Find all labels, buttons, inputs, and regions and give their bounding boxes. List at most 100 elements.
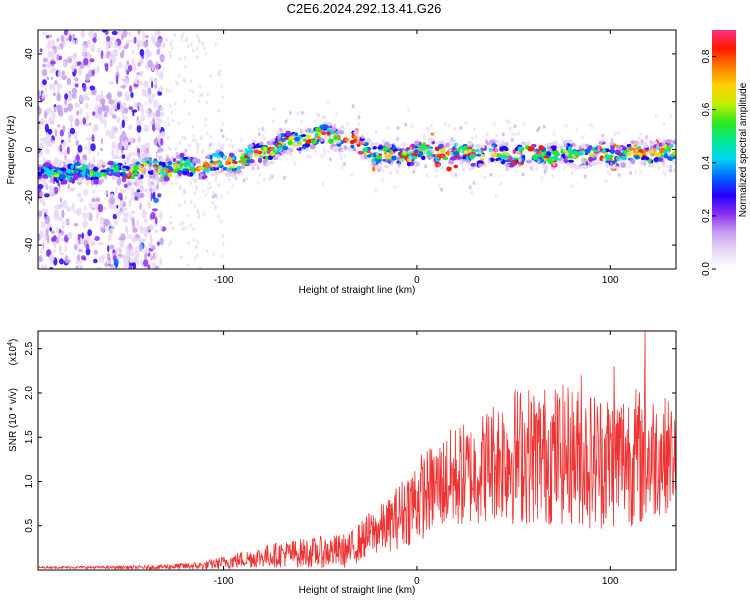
spectrogram-cell <box>385 131 392 137</box>
spectrogram-cell <box>44 85 47 93</box>
spectrogram-x-tick-label: 100 <box>602 275 619 286</box>
spectrogram-cell <box>248 143 254 148</box>
spectrogram-cell <box>54 128 58 138</box>
spectrogram-cell <box>391 151 394 156</box>
colorbar-tick-label: 0.0 <box>701 262 712 276</box>
spectrogram-cell <box>147 95 153 105</box>
spectrogram-cell <box>240 161 244 166</box>
spectrogram-cell <box>115 148 119 154</box>
spectrogram-cell <box>143 218 148 223</box>
spectrogram-cell <box>292 155 296 160</box>
spectrogram-cell <box>96 162 102 168</box>
spectrogram-cell <box>575 171 580 175</box>
spectrogram-cell <box>343 147 347 152</box>
spectrogram-cell <box>58 216 62 222</box>
spectrogram-cell <box>402 157 405 162</box>
spectrogram-cell <box>181 135 184 140</box>
spectrogram-y-tick-label: -40 <box>24 237 35 252</box>
spectrogram-cell <box>209 134 212 139</box>
spectrogram-cell <box>66 146 70 155</box>
spectrogram-cell <box>76 192 82 198</box>
spectrogram-cell <box>219 219 223 224</box>
spectrogram-cell <box>110 37 115 41</box>
spectrogram-cell <box>253 163 257 168</box>
spectrogram-cell <box>154 30 161 37</box>
spectrogram-cell <box>67 175 71 182</box>
spectrogram-cell <box>112 50 118 58</box>
spectrogram-cell <box>138 157 142 162</box>
spectrogram-cell <box>140 238 147 243</box>
spectrogram-y-tick-label: 0 <box>24 146 35 152</box>
spectrogram-cell <box>46 107 52 115</box>
spectrogram-cell <box>592 154 596 159</box>
spectrogram-cell <box>320 154 324 159</box>
spectrogram-cell <box>454 160 461 165</box>
spectrogram-cell <box>489 153 493 158</box>
spectrogram-cell <box>204 51 207 56</box>
spectrogram-cell <box>513 132 517 137</box>
spectrogram-cell <box>193 190 197 195</box>
spectrogram-cell <box>341 145 344 150</box>
spectrogram-cell <box>231 156 236 160</box>
spectrogram-cell <box>345 125 352 130</box>
spectrogram-cell <box>74 102 79 108</box>
spectrogram-cell <box>189 223 192 228</box>
spectrogram-cell <box>160 106 165 112</box>
spectrogram-cell <box>639 169 642 174</box>
spectrogram-cell <box>85 168 90 173</box>
spectrogram-cell <box>322 124 329 129</box>
spectrogram-cell <box>57 183 61 187</box>
spectrogram-cell <box>184 55 187 60</box>
spectrogram-cell <box>190 200 193 205</box>
spectrogram-cell <box>199 84 202 89</box>
spectrogram-cell <box>385 152 389 156</box>
spectrogram-cell <box>226 168 230 172</box>
spectrogram-cell <box>223 166 228 171</box>
spectrogram-cell <box>193 204 197 209</box>
spectrogram-cell <box>194 158 201 164</box>
spectrogram-cell <box>122 254 127 260</box>
snr-y-tick-label: 2.5 <box>24 341 35 355</box>
spectrogram-cell <box>224 172 232 178</box>
spectrogram-cell <box>282 145 289 151</box>
spectrogram-cell <box>112 114 117 119</box>
spectrogram-cell <box>382 139 386 144</box>
spectrogram-cell <box>393 184 397 189</box>
spectrogram-cell <box>47 142 52 147</box>
spectrogram-cell <box>230 144 234 149</box>
spectrogram-cell <box>211 172 216 177</box>
spectrogram-cell <box>57 69 62 79</box>
spectrogram-cell <box>119 107 125 113</box>
spectrogram-cell <box>185 151 192 157</box>
spectrogram-cell <box>133 171 138 176</box>
spectrogram-cell <box>518 163 522 168</box>
spectrogram-cell <box>532 162 536 167</box>
spectrogram-cell <box>60 34 65 43</box>
spectrogram-cell <box>53 204 60 210</box>
spectrogram-cell <box>156 48 161 56</box>
spectrogram-cell <box>80 255 86 261</box>
spectrogram-cell <box>109 196 116 205</box>
spectrogram-cell <box>253 149 260 154</box>
spectrogram-cell <box>490 145 494 150</box>
colorbar-label: Normalized spectral amplitude <box>738 82 749 217</box>
spectrogram-cell <box>147 200 152 209</box>
spectrogram-cell <box>107 245 110 253</box>
spectrogram-cell <box>642 141 646 146</box>
spectrogram-cell <box>258 173 262 177</box>
spectrogram-cell <box>144 232 148 238</box>
spectrogram-cell <box>657 157 663 162</box>
spectrogram-cell <box>470 136 474 141</box>
spectrogram-cell <box>147 264 151 269</box>
spectrogram-cell <box>83 44 87 48</box>
spectrogram-cell <box>663 153 668 159</box>
spectrogram-cell <box>196 33 199 38</box>
spectrogram-cell <box>109 133 116 140</box>
spectrogram-cell <box>178 74 181 78</box>
spectrogram-cell <box>543 155 550 159</box>
spectrogram-cell <box>47 128 53 135</box>
spectrogram-cell <box>269 161 276 165</box>
spectrogram-cell <box>335 112 339 117</box>
spectrogram-cell <box>180 255 183 260</box>
spectrogram-cell <box>219 169 223 174</box>
